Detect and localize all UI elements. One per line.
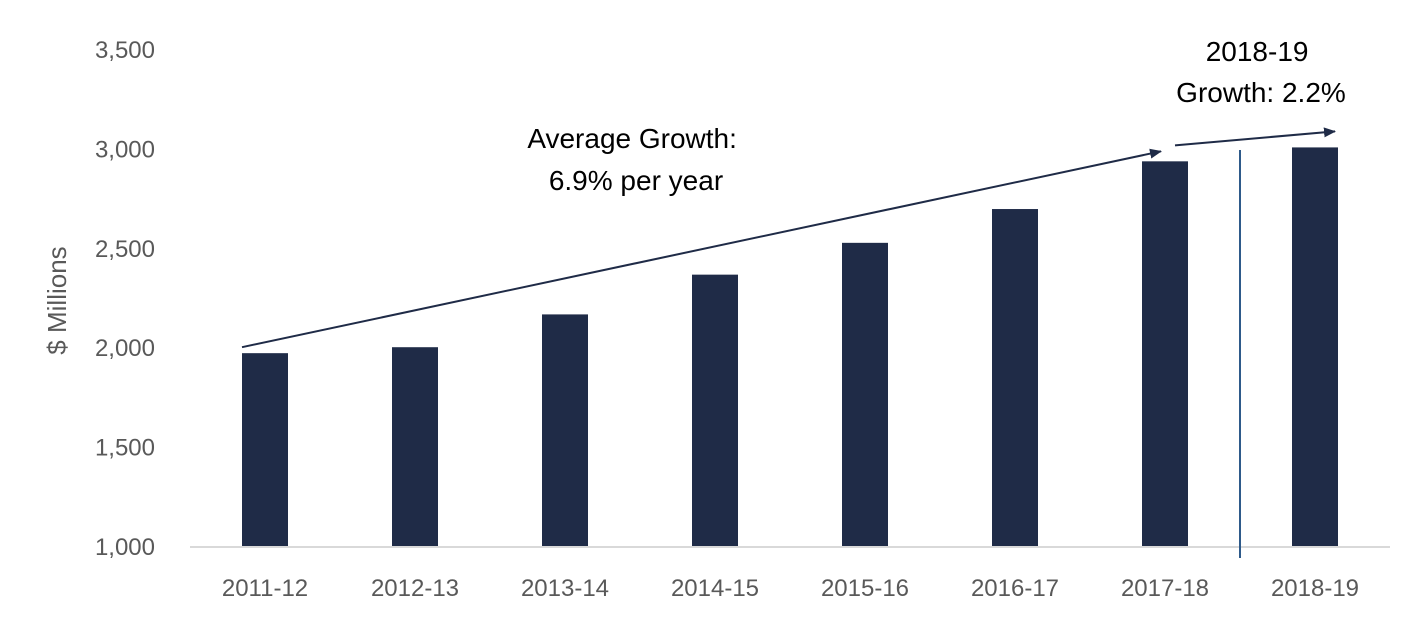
- y-tick-label: 3,000: [95, 136, 155, 163]
- x-tick-label: 2014-15: [671, 575, 759, 602]
- y-axis-tick-labels: 1,000 1,500 2,000 2,500 3,000 3,500: [95, 37, 155, 561]
- y-tick-label: 2,500: [95, 236, 155, 263]
- bar-2014-15: [692, 274, 738, 547]
- bar-2012-13: [392, 347, 438, 547]
- x-tick-label: 2016-17: [971, 575, 1059, 602]
- x-tick-label: 2013-14: [521, 575, 609, 602]
- bars-group: [242, 147, 1338, 548]
- bar-2017-18: [1142, 161, 1188, 547]
- recent-growth-line-2: Growth: 2.2%: [1176, 77, 1346, 108]
- average-growth-annotation: Average Growth: 6.9% per year: [527, 123, 744, 196]
- y-tick-label: 3,500: [95, 37, 155, 64]
- x-tick-label: 2011-12: [222, 575, 308, 602]
- average-growth-line-1: Average Growth:: [527, 123, 737, 154]
- average-growth-line-2: 6.9% per year: [549, 165, 723, 196]
- x-tick-label: 2018-19: [1271, 575, 1359, 602]
- y-tick-label: 1,000: [95, 534, 155, 561]
- x-tick-label: 2012-13: [371, 575, 459, 602]
- y-tick-label: 1,500: [95, 435, 155, 462]
- recent-growth-arrow: [1174, 127, 1336, 147]
- recent-growth-line-1: 2018-19: [1206, 36, 1309, 67]
- bar-2011-12: [242, 353, 288, 547]
- x-axis-tick-labels: 2011-12 2012-13 2013-14 2014-15 2015-16 2016-…: [222, 575, 1359, 602]
- y-tick-label: 2,000: [95, 335, 155, 362]
- x-tick-label: 2017-18: [1121, 575, 1209, 602]
- bar-2018-19: [1292, 147, 1338, 548]
- bar-2013-14: [542, 314, 588, 547]
- bar-2016-17: [992, 209, 1038, 548]
- bar-2015-16: [842, 242, 888, 547]
- y-axis-title: $ Millions: [42, 246, 72, 354]
- average-growth-arrow: [241, 148, 1162, 349]
- x-tick-label: 2015-16: [821, 575, 909, 602]
- recent-growth-annotation: 2018-19 Growth: 2.2%: [1176, 36, 1346, 108]
